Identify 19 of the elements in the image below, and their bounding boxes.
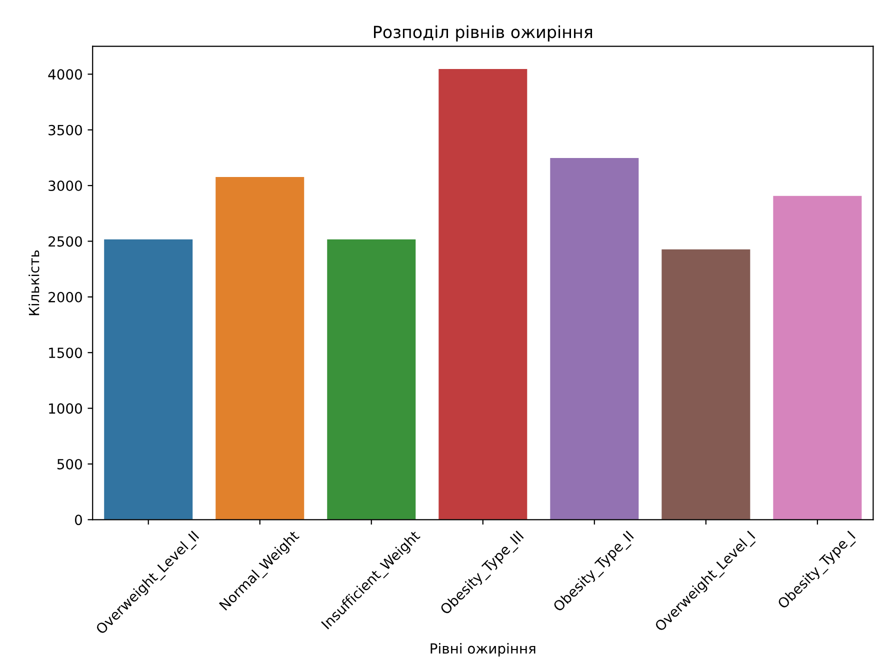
bar <box>772 195 862 520</box>
y-tick-label: 500 <box>57 458 82 470</box>
bar <box>103 238 194 520</box>
bar <box>660 248 751 520</box>
chart-title: Розподіл рівнів ожиріння <box>374 25 592 42</box>
y-tick-label: 0 <box>74 514 82 526</box>
x-axis-title: Рівні ожиріння <box>430 643 536 656</box>
y-tick-label: 2500 <box>48 236 82 247</box>
y-tick-label: 1000 <box>49 403 82 414</box>
bar <box>438 68 528 520</box>
bar <box>326 238 416 520</box>
bar <box>214 176 305 520</box>
y-tick-label: 3000 <box>48 180 82 192</box>
y-tick-label: 4000 <box>48 69 82 80</box>
y-axis-title: Кількість <box>28 250 40 316</box>
y-tick-label: 2000 <box>48 292 82 302</box>
y-tick-label: 3500 <box>48 124 82 136</box>
bar <box>549 157 640 520</box>
y-tick-label: 1500 <box>49 348 82 358</box>
